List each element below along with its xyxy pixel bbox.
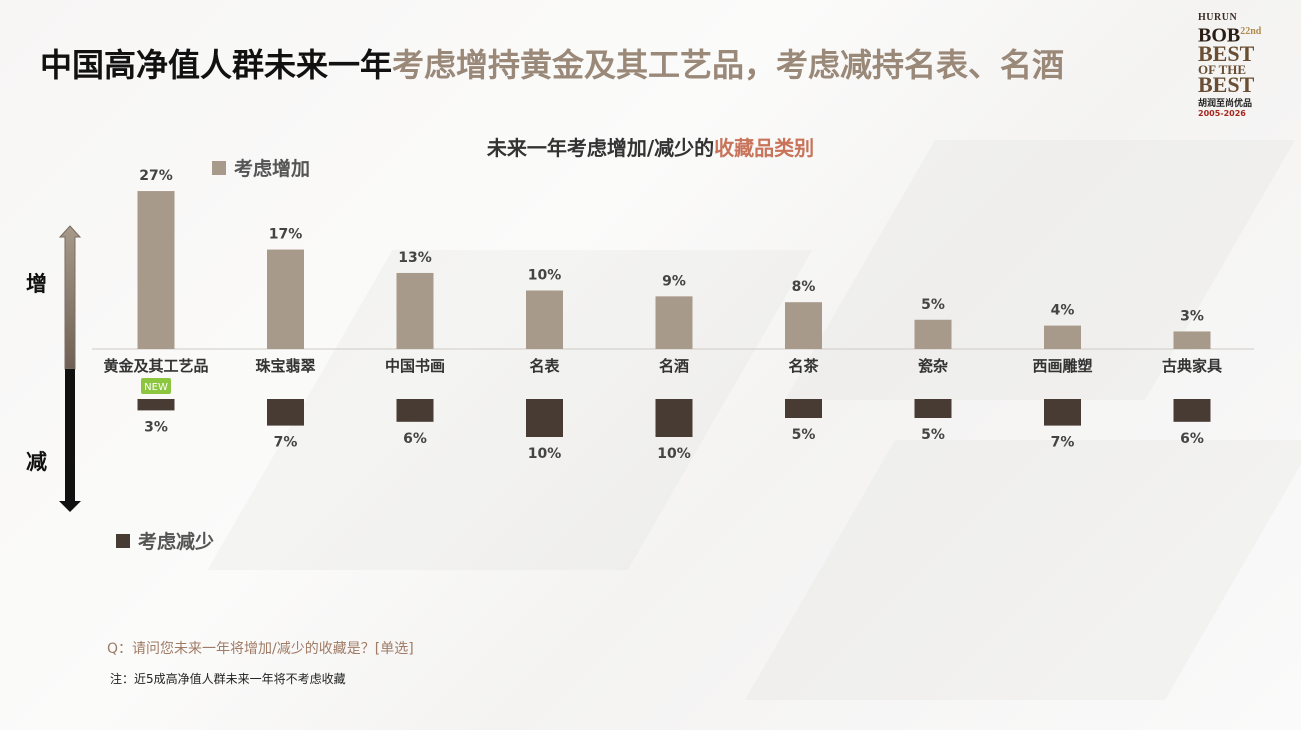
title-part-2: 考虑增持黄金及其工艺品，考虑	[392, 46, 841, 84]
logo-best-1: BEST	[1198, 40, 1255, 66]
legend-increase: 考虑增加	[212, 154, 310, 181]
data-label-decrease: 7%	[274, 435, 298, 451]
side-label-decrease: 减	[26, 450, 47, 474]
logo-of-the: OF THE	[1198, 61, 1247, 77]
logo-years: 2005-2026	[1198, 108, 1246, 118]
logo-edition: 22nd	[1240, 26, 1262, 37]
bar-decrease	[1173, 399, 1211, 422]
logo-hurun: HURUN	[1198, 12, 1238, 23]
footnote: 注：近5成高净值人群未来一年将不考虑收藏	[110, 672, 346, 686]
bar-decrease	[396, 399, 434, 422]
logo-chinese-name: 胡润至尚优品	[1198, 98, 1253, 109]
data-label-increase: 9%	[662, 273, 686, 289]
bar-decrease	[526, 399, 563, 437]
subtitle-main: 未来一年考虑增加/减少的	[486, 136, 715, 160]
data-label-increase: 27%	[139, 168, 173, 184]
data-label-decrease: 5%	[792, 427, 816, 443]
title-part-1: 中国高净值人群未来一年	[40, 46, 393, 84]
category-label: 名表	[529, 357, 560, 375]
data-label-decrease: 10%	[528, 446, 562, 462]
bar-decrease	[137, 399, 175, 411]
data-label-decrease: 10%	[657, 446, 691, 462]
bar-decrease	[655, 399, 693, 437]
legend-label-increase: 考虑增加	[234, 158, 311, 180]
bar-increase	[1173, 331, 1211, 349]
legend-decrease: 考虑减少	[116, 527, 214, 554]
data-label-decrease: 7%	[1051, 435, 1075, 451]
data-label-increase: 5%	[921, 297, 945, 313]
category-label: 黄金及其工艺品	[103, 357, 208, 375]
legend-swatch-increase	[212, 160, 226, 175]
page-title: 中国高净值人群未来一年考虑增持黄金及其工艺品，考虑减持名表、名酒	[40, 40, 1064, 86]
bar-increase	[655, 296, 693, 349]
data-label-increase: 8%	[792, 279, 816, 295]
legend-label-decrease: 考虑减少	[138, 531, 215, 553]
category-label: 中国书画	[385, 357, 445, 375]
bar-increase	[526, 290, 563, 349]
category-label: 珠宝翡翠	[255, 357, 315, 375]
category-label: 名茶	[788, 357, 819, 375]
survey-question: Q：请问您未来一年将增加/减少的收藏是？[单选]	[107, 641, 414, 657]
bar-increase	[785, 302, 822, 349]
data-label-increase: 13%	[398, 250, 432, 266]
arrow-down-icon	[59, 369, 81, 512]
bar-increase	[914, 319, 952, 349]
logo-bob: BOB22nd	[1198, 23, 1280, 47]
side-label-increase: 增	[26, 272, 47, 296]
category-label: 名酒	[659, 357, 689, 375]
data-label-decrease: 3%	[144, 419, 168, 435]
data-label-increase: 4%	[1051, 303, 1075, 319]
data-label-decrease: 6%	[403, 431, 427, 447]
bars-group: 27% 黄金及其工艺品 3% 17% 珠宝翡翠 7% 13% 中国书画 6% 10% 名表 10% 9%…	[103, 168, 1222, 462]
data-label-decrease: 5%	[921, 427, 945, 443]
data-label-decrease: 6%	[1180, 431, 1204, 447]
direction-arrow	[58, 225, 82, 512]
logo-bob-text: BOB	[1198, 24, 1241, 47]
title-part-3: 减持名表、名酒	[840, 46, 1065, 84]
bar-decrease	[267, 399, 304, 426]
data-label-increase: 3%	[1180, 308, 1204, 324]
arrow-up-icon	[58, 225, 82, 370]
subtitle-accent: 收藏品类别	[714, 136, 815, 160]
data-label-increase: 17%	[269, 227, 303, 243]
bar-decrease	[785, 399, 822, 418]
data-label-increase: 10%	[528, 268, 562, 284]
legend-swatch-decrease	[116, 533, 130, 548]
hurun-best-of-the-best-logo: HURUN BOB22nd BEST OF THE BEST 胡润至尚优品 20…	[1198, 12, 1280, 126]
new-badge	[141, 378, 171, 394]
bar-decrease	[914, 399, 952, 418]
bar-increase	[137, 191, 175, 349]
bar-increase	[1044, 325, 1081, 349]
bar-increase	[396, 272, 434, 349]
bar-decrease	[1044, 399, 1081, 426]
category-label: 古典家具	[1162, 357, 1222, 375]
new-badge-text: NEW	[144, 382, 168, 393]
logo-best-2: BEST	[1198, 71, 1255, 97]
bar-increase	[267, 249, 304, 349]
category-label: 西画雕塑	[1032, 357, 1092, 375]
category-label: 瓷杂	[918, 357, 948, 375]
chart-subtitle: 未来一年考虑增加/减少的收藏品类别	[0, 132, 1301, 161]
